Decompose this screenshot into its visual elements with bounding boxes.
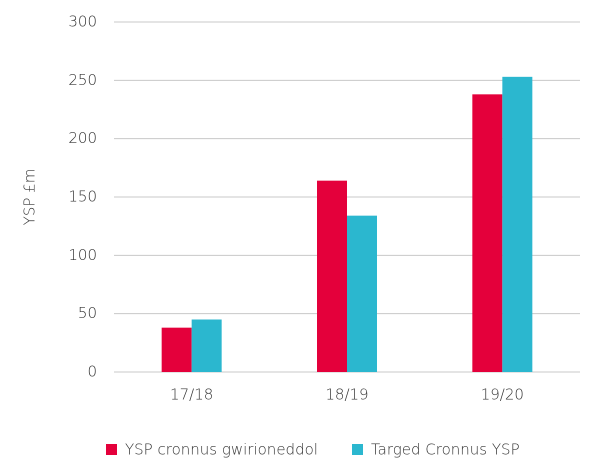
x-tick-label: 19/20 <box>481 386 524 404</box>
y-tick-label: 150 <box>68 188 97 206</box>
bar <box>161 327 192 372</box>
y-tick-label: 300 <box>68 13 97 31</box>
bar <box>472 94 503 372</box>
legend-label: YSP cronnus gwirioneddol <box>125 441 318 459</box>
y-axis-label: YSP £m <box>21 169 39 226</box>
bar <box>347 215 377 372</box>
x-tick-label: 18/19 <box>325 386 368 404</box>
y-tick-label: 250 <box>68 71 97 89</box>
legend-label: Targed Cronnus YSP <box>371 441 520 459</box>
y-tick-label: 0 <box>87 363 97 381</box>
y-tick-label: 200 <box>68 129 97 147</box>
x-tick-label: 17/18 <box>170 386 213 404</box>
y-tick-label: 100 <box>68 246 97 264</box>
bar <box>191 319 222 372</box>
bar <box>502 76 533 372</box>
bar <box>317 180 347 372</box>
legend-swatch <box>106 444 117 455</box>
legend-swatch <box>352 444 363 455</box>
y-tick-label: 50 <box>78 304 97 322</box>
